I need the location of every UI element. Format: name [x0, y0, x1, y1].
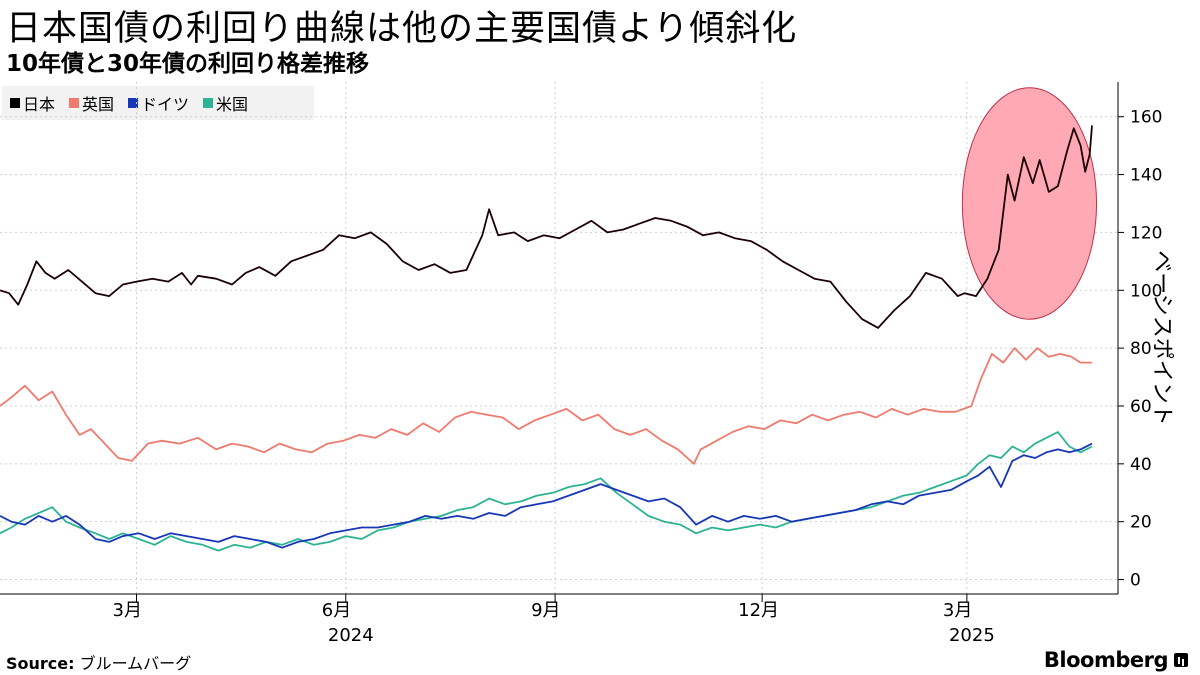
series-line-japan — [0, 125, 1093, 329]
source-text: ブルームバーグ — [79, 654, 192, 673]
legend-item-uk: 英国 — [69, 91, 114, 115]
ytick-label-120: 120 — [1130, 223, 1162, 243]
ytick-label-0: 0 — [1130, 571, 1141, 591]
y-axis-label: ベーシスポイント — [1149, 250, 1174, 426]
legend-label-uk: 英国 — [82, 95, 115, 114]
bloomberg-terminal-icon — [1174, 653, 1188, 667]
legend-label-germany: ドイツ — [141, 95, 190, 114]
xtick-label-4: 3月 — [943, 600, 972, 621]
brand-logo: Bloomberg — [1044, 648, 1188, 672]
ytick-label-140: 140 — [1130, 166, 1162, 186]
chart-subtitle: 10年債と30年債の利回り格差推移 — [6, 51, 370, 77]
legend-swatch-japan — [10, 98, 20, 108]
ytick-label-60: 60 — [1130, 397, 1152, 417]
legend-swatch-uk — [69, 98, 80, 108]
source-note: Source: ブルームバーグ — [6, 650, 191, 674]
chart-title: 日本国債の利回り曲線は他の主要国債より傾斜化 — [6, 9, 798, 49]
xtick-label-0: 3月 — [113, 600, 142, 621]
xtick-label-2: 9月 — [531, 600, 560, 621]
ytick-label-40: 40 — [1130, 455, 1152, 475]
legend-label-japan: 日本 — [23, 95, 56, 114]
ytick-label-80: 80 — [1130, 339, 1152, 359]
legend-item-us: 米国 — [203, 91, 248, 115]
legend-swatch-us — [203, 98, 214, 108]
legend: 日本 英国 ドイツ 米国 — [2, 86, 314, 120]
ytick-label-20: 20 — [1130, 513, 1152, 533]
series-line-germany — [0, 442, 1093, 549]
legend-label-us: 米国 — [216, 95, 249, 114]
legend-swatch-germany — [128, 98, 139, 108]
xtick-year-4: 2025 — [949, 625, 995, 646]
legend-item-japan: 日本 — [10, 91, 55, 115]
xtick-label-1: 6月 — [322, 600, 351, 621]
series-line-uk — [0, 347, 1092, 465]
legend-item-germany: ドイツ — [128, 91, 189, 115]
xtick-label-3: 12月 — [738, 600, 779, 621]
ytick-label-160: 160 — [1130, 108, 1162, 128]
brand-name: Bloomberg — [1043, 648, 1169, 672]
xtick-year-1: 2024 — [328, 625, 374, 646]
source-label: Source: — [6, 654, 75, 673]
series-line-us — [0, 431, 1093, 552]
highlight-ellipse — [961, 87, 1098, 320]
ytick-label-100: 100 — [1130, 281, 1162, 301]
